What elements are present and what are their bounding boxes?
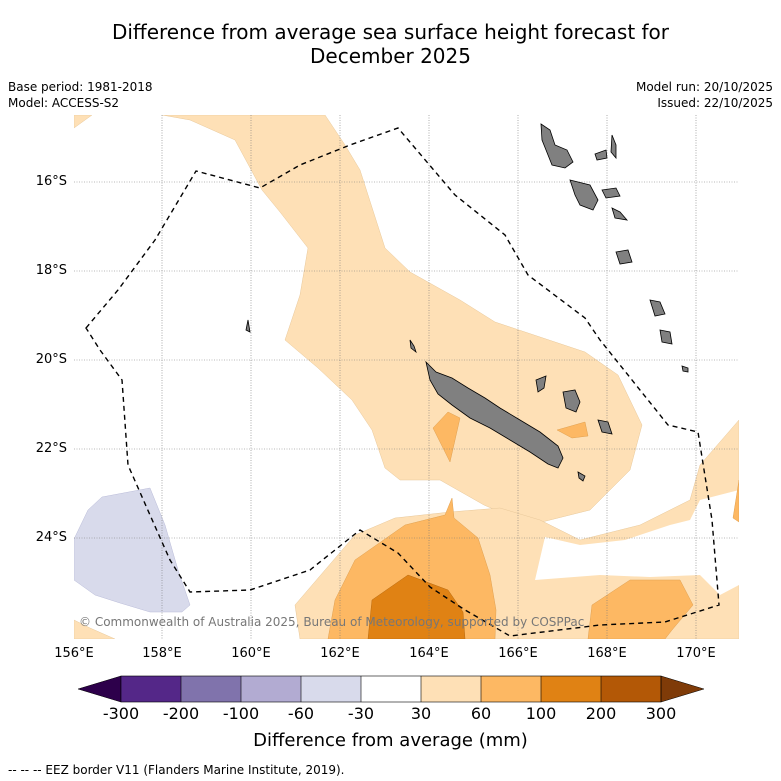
lon-label-158e: 158°E: [142, 646, 182, 661]
colorbar-tick: -60: [287, 704, 315, 723]
anomaly-neg-60-30: [74, 487, 191, 613]
title-line-1: Difference from average sea surface heig…: [111, 20, 670, 44]
colorbar: [77, 675, 705, 703]
title-line-2: December 2025: [310, 44, 471, 68]
colorbar-bin: [601, 676, 661, 702]
colorbar-tick: -100: [222, 704, 260, 723]
colorbar-extend-high: [660, 675, 705, 703]
lon-label-168e: 168°E: [587, 646, 627, 661]
issued-date: Issued: 22/10/2025: [657, 96, 773, 110]
near-average-patch: [535, 490, 739, 595]
lon-label-160e: 160°E: [231, 646, 271, 661]
lon-label-164e: 164°E: [409, 646, 449, 661]
colorbar-bin: [301, 676, 361, 702]
map-area: [74, 115, 739, 639]
colorbar-bin: [181, 676, 241, 702]
eez-border: [85, 127, 720, 637]
land-masses: [245, 123, 689, 482]
lat-label-20s: 20°S: [35, 352, 67, 367]
colorbar-tick: 200: [585, 704, 617, 723]
lat-label-22s: 22°S: [35, 441, 67, 456]
grande-terre-island: [425, 360, 564, 469]
colorbar-tick: -200: [162, 704, 200, 723]
colorbar-tick: 60: [470, 704, 492, 723]
lat-label-16s: 16°S: [35, 174, 67, 189]
meta-left: Base period: 1981-2018 Model: ACCESS-S2: [8, 79, 153, 111]
colorbar-bin: [241, 676, 301, 702]
meta-right: Model run: 20/10/2025 Issued: 22/10/2025: [636, 79, 773, 111]
colorbar-tick: 300: [645, 704, 677, 723]
colorbar-tick: -300: [102, 704, 140, 723]
colorbar-bin: [541, 676, 601, 702]
model-name: Model: ACCESS-S2: [8, 96, 120, 110]
colorbar-bin: [421, 676, 481, 702]
gridlines: [74, 115, 739, 639]
lon-label-156e: 156°E: [54, 646, 94, 661]
lat-label-24s: 24°S: [35, 530, 67, 545]
lon-label-162e: 162°E: [320, 646, 360, 661]
colorbar-bin: [481, 676, 541, 702]
colorbar-tick: -30: [347, 704, 375, 723]
colorbar-label: Difference from average (mm): [253, 730, 528, 751]
espiritu-santo-island: [540, 123, 574, 169]
lat-label-18s: 18°S: [35, 263, 67, 278]
copyright-notice: © Commonwealth of Australia 2025, Bureau…: [79, 615, 585, 629]
base-period: Base period: 1981-2018: [8, 80, 153, 94]
eez-legend: -- -- -- EEZ border V11 (Flanders Marine…: [8, 763, 345, 777]
colorbar-extend-low: [77, 675, 122, 703]
colorbar-tick: 30: [410, 704, 432, 723]
colorbar-bin: [121, 676, 181, 702]
lon-label-170e: 170°E: [676, 646, 716, 661]
map-title: Difference from average sea surface heig…: [0, 20, 781, 68]
colorbar-bin: [361, 676, 421, 702]
model-run: Model run: 20/10/2025: [635, 80, 773, 94]
anomaly-100-200: [367, 574, 466, 639]
lon-label-166e: 166°E: [498, 646, 538, 661]
colorbar-tick: 100: [525, 704, 557, 723]
